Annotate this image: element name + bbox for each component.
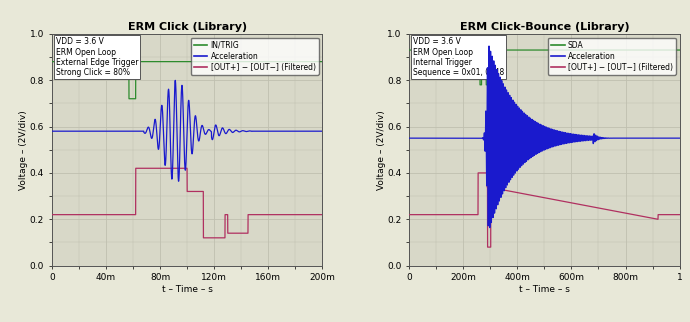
Text: VDD = 3.6 V
ERM Open Loop
Internal Trigger
Sequence = 0x01, 0x48: VDD = 3.6 V ERM Open Loop Internal Trigg…: [413, 37, 504, 78]
Y-axis label: Voltage – (2V/div): Voltage – (2V/div): [19, 110, 28, 190]
Legend: IN/TRIG, Acceleration, [OUT+] − [OUT−] (Filtered): IN/TRIG, Acceleration, [OUT+] − [OUT−] (…: [190, 38, 319, 75]
Title: ERM Click-Bounce (Library): ERM Click-Bounce (Library): [460, 22, 629, 32]
Y-axis label: Voltage – (2V/div): Voltage – (2V/div): [377, 110, 386, 190]
X-axis label: t – Time – s: t – Time – s: [161, 285, 213, 294]
Text: VDD = 3.6 V
ERM Open Loop
External Edge Trigger
Strong Click = 80%: VDD = 3.6 V ERM Open Loop External Edge …: [56, 37, 138, 78]
Title: ERM Click (Library): ERM Click (Library): [128, 22, 246, 32]
Legend: SDA, Acceleration, [OUT+] − [OUT−] (Filtered): SDA, Acceleration, [OUT+] − [OUT−] (Filt…: [548, 38, 676, 75]
X-axis label: t – Time – s: t – Time – s: [519, 285, 570, 294]
